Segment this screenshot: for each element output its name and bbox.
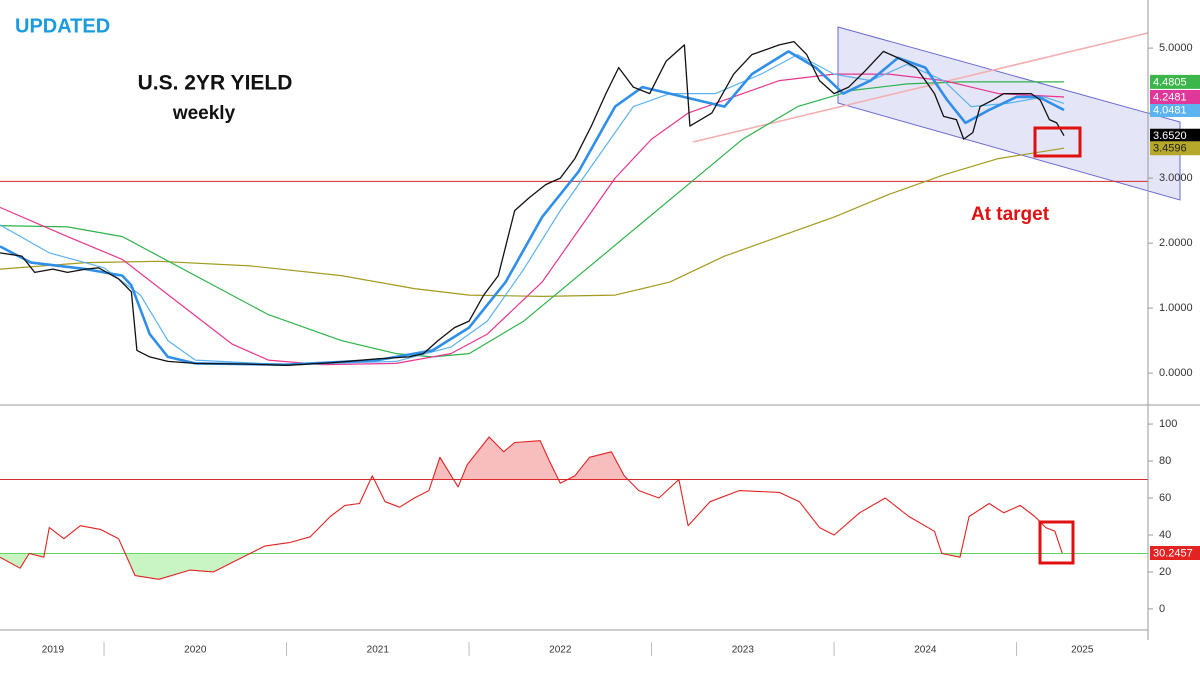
chart-title: U.S. 2YR YIELD [138, 72, 293, 95]
x-tick-label: 2020 [184, 645, 207, 656]
price-channel [837, 26, 1181, 201]
y-tick-label: 20 [1159, 566, 1171, 578]
series-line [0, 436, 1063, 580]
price-tag [1150, 102, 1200, 117]
x-tick-label: 2024 [914, 645, 937, 656]
badge: UPDATED [15, 15, 110, 37]
x-tick-label: 2023 [732, 645, 755, 656]
y-tick-label: 3.0000 [1159, 172, 1193, 184]
price-tag-label: 4.2481 [1153, 91, 1187, 103]
highlight-box [1033, 126, 1082, 158]
y-tick-label: 1.0000 [1159, 302, 1193, 314]
y-tick-label: 100 [1159, 418, 1177, 430]
price-tag-label: 30.2457 [1153, 547, 1193, 559]
price-tag-label: 3.6520 [1153, 130, 1187, 142]
series-line [0, 40, 1065, 366]
x-tick-label: 2025 [1071, 645, 1094, 656]
series-line [0, 54, 1065, 366]
price-tag [1150, 89, 1200, 104]
price-tag [1150, 74, 1200, 89]
series-line [0, 147, 1065, 297]
x-tick-label: 2019 [42, 645, 65, 656]
annotation: At target [971, 204, 1050, 225]
x-tick-label: 2021 [367, 645, 390, 656]
series-line [0, 81, 1064, 358]
price-tag-label: 4.0481 [1153, 104, 1187, 116]
y-tick-label: 2.0000 [1159, 237, 1193, 249]
y-tick-label: 0.0000 [1159, 367, 1193, 379]
threshold-fill [370, 436, 628, 480]
y-tick-label: 5.0000 [1159, 42, 1193, 54]
plot-area: 0.00001.00002.00003.00004.00005.00000204… [0, 40, 1193, 656]
series-line [0, 50, 1065, 366]
price-tag [1150, 141, 1200, 156]
y-tick-label: 60 [1159, 492, 1171, 504]
x-tick-label: 2022 [549, 645, 572, 656]
threshold-fill [0, 553, 961, 580]
price-tag [1150, 128, 1200, 143]
price-tag-label: 4.4805 [1153, 76, 1187, 88]
price-tag [1150, 546, 1200, 561]
chart-subtitle: weekly [172, 103, 236, 124]
y-tick-label: 40 [1159, 529, 1171, 541]
highlight-box [1038, 520, 1075, 565]
y-tick-label: 0 [1159, 603, 1165, 615]
price-tag-label: 3.4596 [1153, 143, 1187, 155]
y-tick-label: 80 [1159, 455, 1171, 467]
